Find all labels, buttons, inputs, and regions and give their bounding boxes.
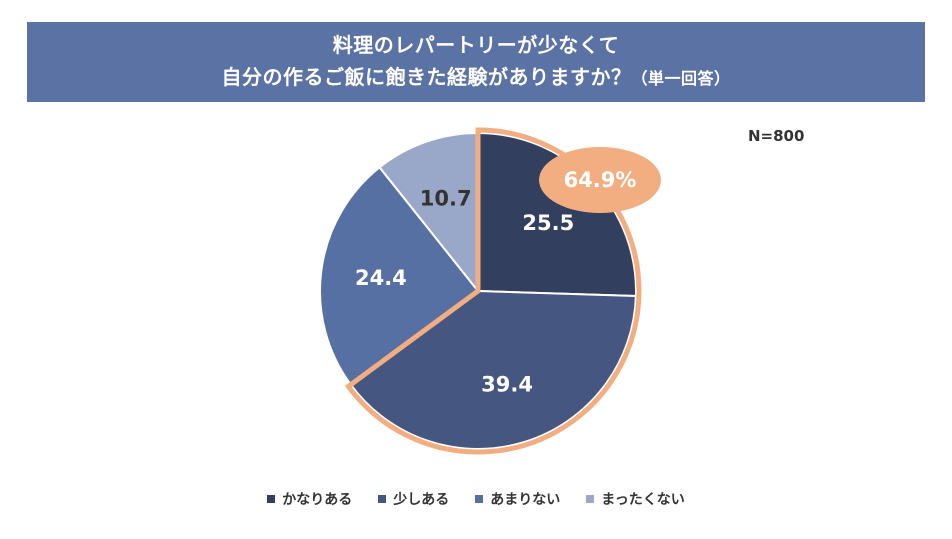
legend-swatch <box>378 495 387 503</box>
pie-slices <box>319 131 637 450</box>
chart-title-line2-suffix: （単一回答） <box>631 69 731 88</box>
legend-item: まったくない <box>586 489 685 509</box>
legend-swatch <box>586 495 595 503</box>
pie-slice-label: 10.7 <box>420 187 472 211</box>
legend-item: あまりない <box>475 489 560 509</box>
title-banner: 料理のレパートリーが少なくて 自分の作るご飯に飽きた経験がありますか？（単一回答… <box>27 22 925 102</box>
legend-item: かなりある <box>267 489 352 509</box>
legend-swatch <box>475 495 484 503</box>
chart-title-line1: 料理のレパートリーが少なくて <box>332 33 620 57</box>
chart-title-line2: 自分の作るご飯に飽きた経験がありますか？（単一回答） <box>221 61 730 95</box>
pie-slice-label: 24.4 <box>355 266 407 290</box>
legend: かなりある 少しある あまりない まったくない <box>0 489 952 509</box>
pie-slice-labels: 25.5 39.4 24.4 10.7 <box>355 187 574 397</box>
legend-label: あまりない <box>490 492 561 508</box>
legend-swatch <box>267 495 276 503</box>
pie-slice <box>378 131 479 294</box>
pie-slice-label: 39.4 <box>481 373 533 397</box>
pie-slice <box>349 289 637 450</box>
legend-label: まったくない <box>601 492 685 508</box>
pie-slice <box>319 165 480 387</box>
highlight-callout-text: 64.9% <box>564 168 637 192</box>
chart-title-line2-main: 自分の作るご飯に飽きた経験がありますか？ <box>221 65 632 89</box>
sample-size-label: N=800 <box>748 127 805 145</box>
highlight-callout-bubble <box>539 147 661 213</box>
legend-item: 少しある <box>378 489 449 509</box>
legend-label: 少しある <box>393 492 450 508</box>
legend-label: かなりある <box>282 492 353 508</box>
pie-slice-label: 25.5 <box>522 211 574 235</box>
